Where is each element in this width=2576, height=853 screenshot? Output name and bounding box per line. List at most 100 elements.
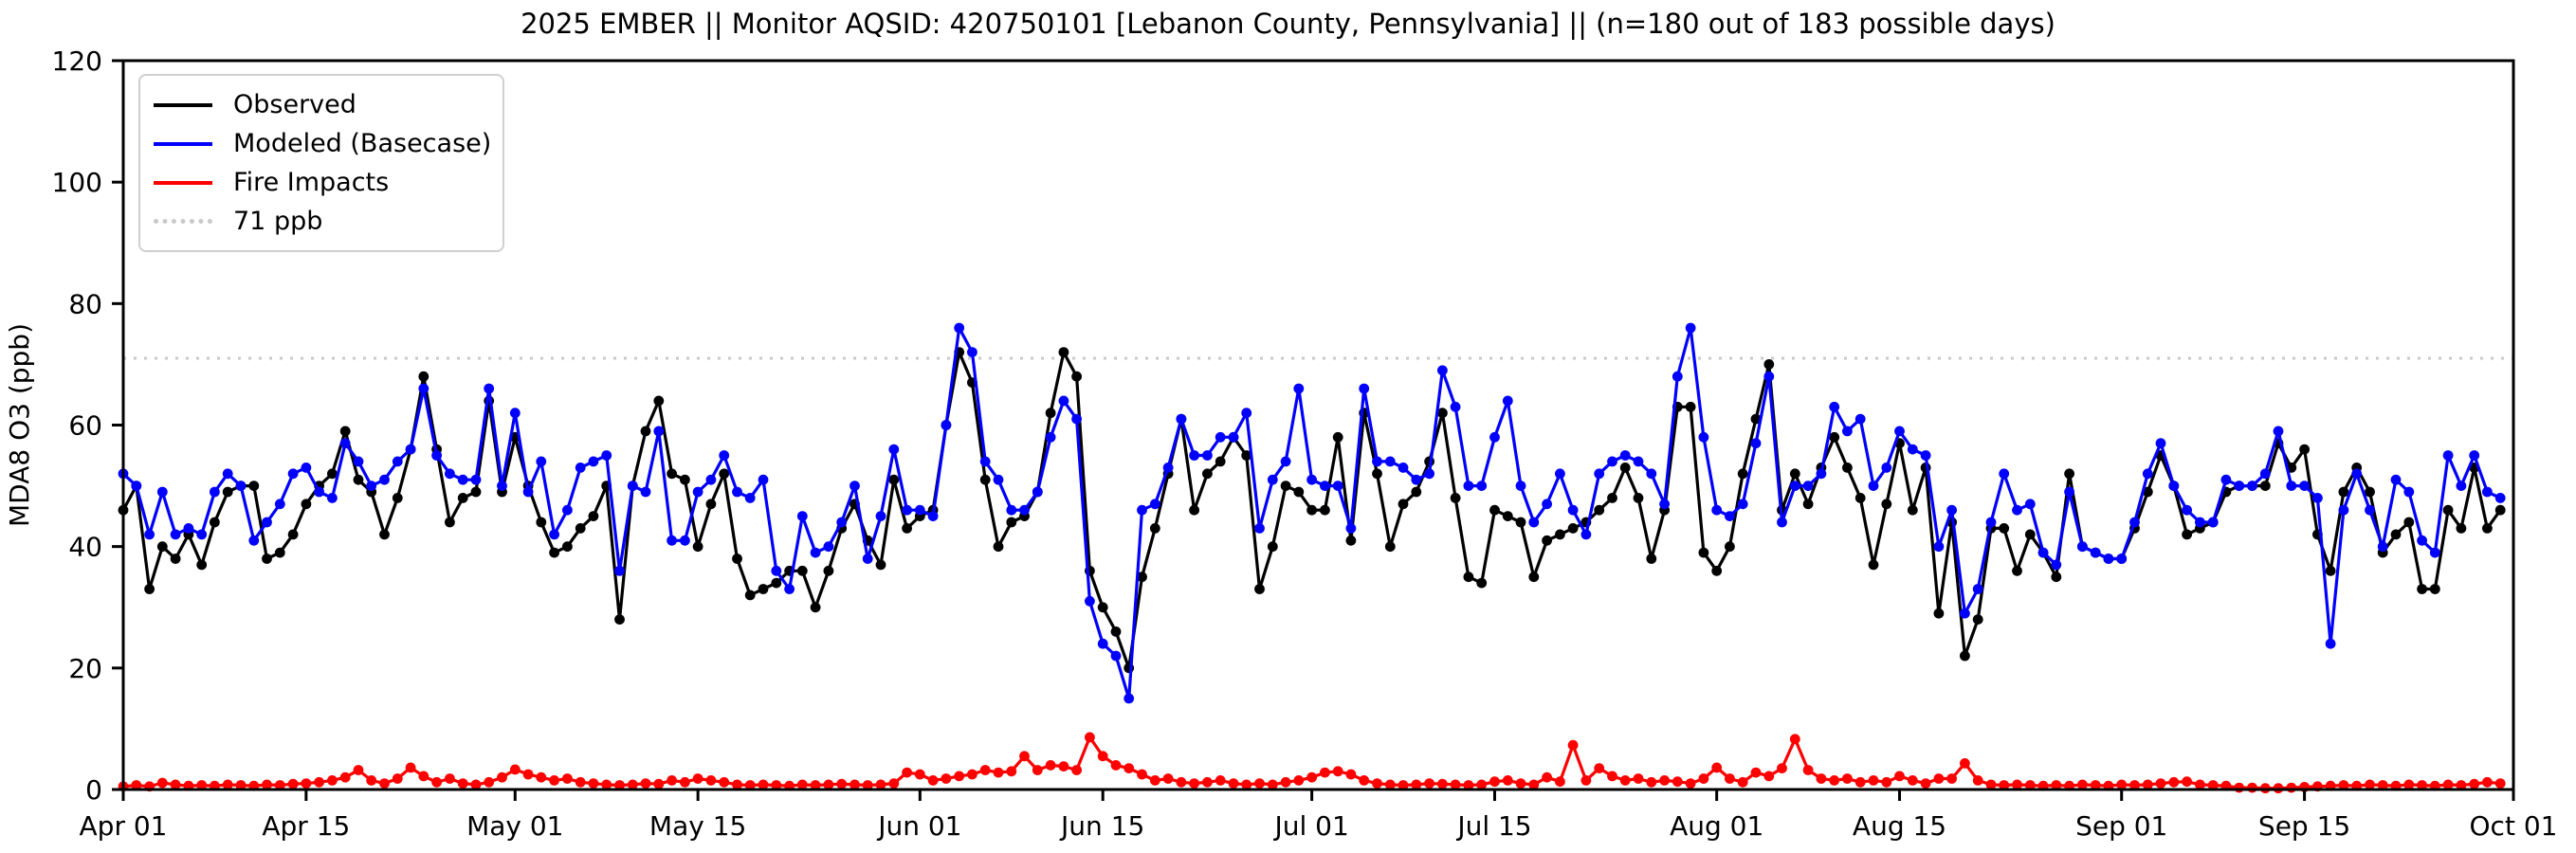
- data-point: [1607, 456, 1617, 467]
- data-point: [1137, 572, 1147, 583]
- data-point: [1293, 383, 1305, 394]
- data-point: [1868, 559, 1879, 571]
- data-point: [2116, 554, 2128, 564]
- data-point: [1725, 511, 1735, 521]
- data-point: [2103, 554, 2114, 564]
- data-point: [1058, 761, 1069, 771]
- data-point: [705, 474, 717, 485]
- data-point: [1985, 517, 1997, 528]
- data-point: [392, 493, 403, 503]
- data-point: [810, 602, 821, 613]
- data-point: [1542, 535, 1552, 546]
- data-point: [1881, 776, 1892, 788]
- data-point: [1202, 468, 1213, 480]
- data-point: [170, 554, 181, 564]
- y-tick-label: 20: [68, 653, 102, 684]
- data-point: [1345, 535, 1357, 546]
- data-point: [418, 383, 429, 394]
- data-point: [339, 438, 351, 449]
- data-point: [1972, 584, 1983, 594]
- data-point: [314, 776, 324, 788]
- data-point: [1515, 517, 1526, 528]
- data-point: [1528, 779, 1540, 790]
- data-point: [744, 493, 756, 503]
- data-point: [248, 481, 260, 491]
- data-point: [222, 486, 233, 498]
- data-point: [1006, 517, 1017, 528]
- data-point: [1045, 760, 1056, 771]
- data-point: [941, 420, 952, 430]
- data-point: [1280, 481, 1291, 491]
- data-point: [445, 517, 455, 528]
- data-point: [967, 347, 977, 357]
- data-point: [653, 395, 665, 407]
- y-axis-title: MDA8 O3 (ppb): [4, 323, 35, 527]
- data-point: [1176, 413, 1187, 425]
- data-point: [979, 474, 991, 485]
- data-point: [927, 775, 939, 786]
- data-point: [287, 468, 299, 480]
- chart-legend: Observed Modeled (Basecase) Fire Impacts…: [138, 74, 504, 252]
- data-point: [627, 779, 638, 790]
- data-point: [262, 779, 272, 790]
- data-point: [2064, 468, 2075, 480]
- data-point: [1345, 769, 1357, 780]
- data-point: [2155, 438, 2166, 449]
- data-point: [2207, 780, 2219, 790]
- data-point: [640, 426, 651, 437]
- data-point: [823, 779, 834, 790]
- data-point: [692, 541, 703, 553]
- data-point: [588, 511, 599, 521]
- data-point: [1071, 765, 1082, 775]
- data-point: [431, 776, 442, 788]
- data-point: [758, 584, 769, 594]
- data-point: [1189, 450, 1199, 461]
- data-point: [796, 511, 808, 521]
- data-point: [1894, 771, 1905, 782]
- data-point: [1306, 504, 1317, 516]
- data-point: [836, 778, 848, 789]
- data-point: [522, 769, 534, 780]
- data-point: [1502, 775, 1513, 786]
- x-tick-label: May 01: [466, 810, 563, 842]
- data-point: [536, 771, 547, 783]
- data-point: [1685, 401, 1696, 412]
- data-point: [248, 535, 260, 546]
- data-point: [1110, 626, 1122, 637]
- data-point: [823, 565, 834, 576]
- data-point: [156, 486, 168, 498]
- data-point: [156, 541, 168, 553]
- data-point: [902, 523, 912, 534]
- data-point: [1398, 780, 1409, 790]
- data-point: [170, 529, 181, 540]
- data-point: [1567, 504, 1579, 516]
- data-point: [927, 511, 939, 521]
- data-point: [1372, 456, 1382, 467]
- data-point: [758, 779, 769, 790]
- data-point: [1085, 732, 1095, 743]
- data-point: [1619, 450, 1631, 461]
- data-point: [2482, 776, 2493, 788]
- data-point: [210, 517, 220, 528]
- data-point: [1424, 778, 1434, 789]
- data-point: [1502, 511, 1513, 521]
- data-point: [2234, 481, 2245, 491]
- data-point: [431, 450, 442, 461]
- data-point: [366, 481, 377, 491]
- data-point: [627, 481, 638, 491]
- data-point: [1868, 775, 1879, 786]
- data-point: [1359, 775, 1370, 786]
- data-point: [1933, 773, 1945, 784]
- data-point: [1097, 751, 1108, 762]
- data-point: [1594, 504, 1605, 516]
- data-point: [941, 773, 952, 784]
- data-point: [1411, 779, 1422, 790]
- data-point: [2142, 779, 2153, 790]
- data-point: [1619, 463, 1631, 473]
- data-point: [509, 764, 521, 775]
- data-point: [1097, 638, 1108, 649]
- data-point: [301, 463, 312, 473]
- data-point: [1646, 776, 1657, 788]
- data-point: [1437, 778, 1448, 789]
- data-point: [2090, 780, 2101, 790]
